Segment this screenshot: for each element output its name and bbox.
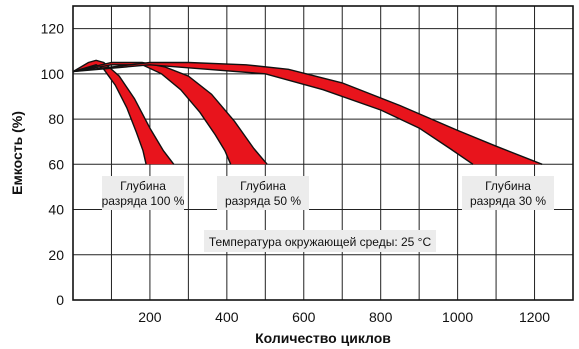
y-tick-label: 80 bbox=[48, 111, 64, 127]
annotation-text: Температура окружающей среды: 25 °С bbox=[209, 235, 432, 249]
band-label-line-3-2: разряда 30 % bbox=[470, 194, 546, 208]
y-axis-title: Емкость (%) bbox=[9, 111, 25, 195]
x-axis-ticks: 200 400 600 800 1000 1200 bbox=[138, 309, 550, 325]
discharge-bands bbox=[72, 59, 543, 165]
x-axis-title: Количество циклов bbox=[255, 330, 391, 346]
y-axis-ticks: 0 20 40 60 80 100 120 bbox=[41, 21, 65, 308]
band-label-line-2-1: Глубина bbox=[240, 179, 286, 193]
band-area-1 bbox=[73, 60, 174, 165]
band-label-bg-1 bbox=[102, 176, 184, 210]
band-label-line-1-1: Глубина bbox=[120, 179, 166, 193]
band-lower-line-3 bbox=[72, 64, 474, 165]
x-tick-label: 200 bbox=[138, 309, 162, 325]
x-tick-label: 1000 bbox=[442, 309, 473, 325]
y-tick-label: 40 bbox=[48, 202, 64, 218]
annotation-background bbox=[204, 230, 436, 252]
y-tick-label: 0 bbox=[56, 292, 64, 308]
band-label-bg-2 bbox=[217, 176, 309, 210]
x-tick-label: 400 bbox=[215, 309, 239, 325]
band-lower-line-2 bbox=[72, 64, 232, 165]
band-upper-line-2 bbox=[72, 61, 268, 165]
temperature-annotation: Температура окружающей среды: 25 °С bbox=[204, 230, 436, 252]
band-label-line-2-2: разряда 50 % bbox=[225, 194, 301, 208]
plot-frame bbox=[72, 5, 574, 301]
band-lower-line-1 bbox=[72, 64, 147, 165]
band-area-2 bbox=[73, 62, 268, 165]
band-label-line-3-1: Глубина bbox=[485, 179, 531, 193]
y-tick-label: 100 bbox=[41, 66, 65, 82]
x-tick-label: 800 bbox=[369, 309, 393, 325]
y-tick-label: 120 bbox=[41, 21, 65, 37]
y-tick-label: 20 bbox=[48, 247, 64, 263]
band-area-3 bbox=[73, 62, 543, 165]
band-upper-line-3 bbox=[72, 61, 543, 165]
band-upper-line-1 bbox=[72, 59, 175, 165]
band-label-line-1-2: разряда 100 % bbox=[102, 194, 185, 208]
band-label-bg-3 bbox=[462, 176, 554, 210]
y-tick-label: 60 bbox=[48, 156, 64, 172]
x-tick-label: 1200 bbox=[519, 309, 550, 325]
x-tick-label: 600 bbox=[292, 309, 316, 325]
